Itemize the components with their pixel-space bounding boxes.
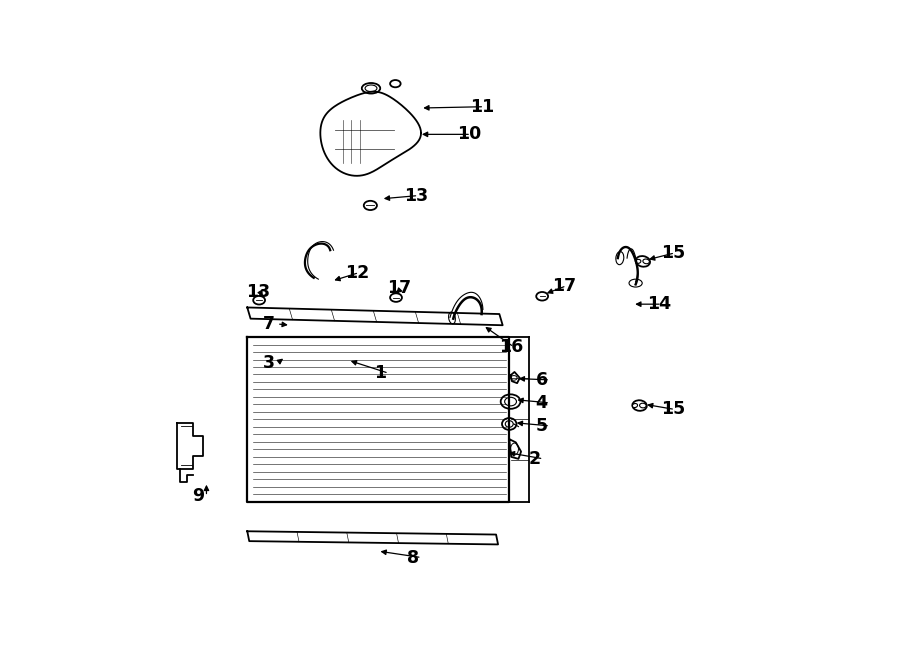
Ellipse shape xyxy=(510,375,518,380)
Text: 3: 3 xyxy=(263,354,274,372)
Ellipse shape xyxy=(365,85,377,92)
Text: 13: 13 xyxy=(246,284,270,301)
Ellipse shape xyxy=(500,395,520,408)
Ellipse shape xyxy=(364,201,377,210)
Ellipse shape xyxy=(390,293,402,302)
Text: 17: 17 xyxy=(552,277,576,295)
Ellipse shape xyxy=(502,418,517,430)
Text: 11: 11 xyxy=(470,98,494,116)
Ellipse shape xyxy=(505,420,513,427)
Ellipse shape xyxy=(536,292,548,301)
Ellipse shape xyxy=(640,403,646,408)
Text: 5: 5 xyxy=(536,417,548,435)
Ellipse shape xyxy=(253,296,265,305)
Ellipse shape xyxy=(633,401,647,411)
Ellipse shape xyxy=(635,259,641,263)
Text: 15: 15 xyxy=(661,401,685,418)
Text: 1: 1 xyxy=(374,364,386,382)
Text: 8: 8 xyxy=(407,549,419,566)
Ellipse shape xyxy=(505,397,517,406)
Ellipse shape xyxy=(390,80,400,87)
Text: 17: 17 xyxy=(387,280,411,297)
Text: 9: 9 xyxy=(192,487,204,506)
Ellipse shape xyxy=(633,403,637,408)
Text: 13: 13 xyxy=(404,186,428,204)
Ellipse shape xyxy=(616,252,624,264)
Ellipse shape xyxy=(629,279,643,287)
Text: 6: 6 xyxy=(536,371,548,389)
Text: 16: 16 xyxy=(500,338,524,356)
Ellipse shape xyxy=(510,443,518,455)
Ellipse shape xyxy=(643,259,650,264)
Ellipse shape xyxy=(635,256,650,267)
Text: 7: 7 xyxy=(263,315,274,333)
Text: 10: 10 xyxy=(456,126,481,143)
Ellipse shape xyxy=(448,312,455,324)
Text: 12: 12 xyxy=(345,264,369,282)
Ellipse shape xyxy=(362,83,380,94)
Text: 4: 4 xyxy=(536,394,547,412)
Text: 14: 14 xyxy=(647,295,671,313)
Text: 2: 2 xyxy=(529,450,541,468)
Text: 15: 15 xyxy=(661,244,685,262)
